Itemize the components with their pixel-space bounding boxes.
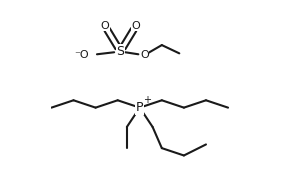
Text: O: O	[132, 21, 141, 31]
Text: O: O	[140, 50, 149, 60]
Text: S: S	[116, 45, 125, 58]
Text: +: +	[143, 95, 151, 105]
Text: ⁻O: ⁻O	[74, 50, 89, 60]
Text: O: O	[100, 21, 109, 31]
Text: P: P	[136, 101, 143, 114]
